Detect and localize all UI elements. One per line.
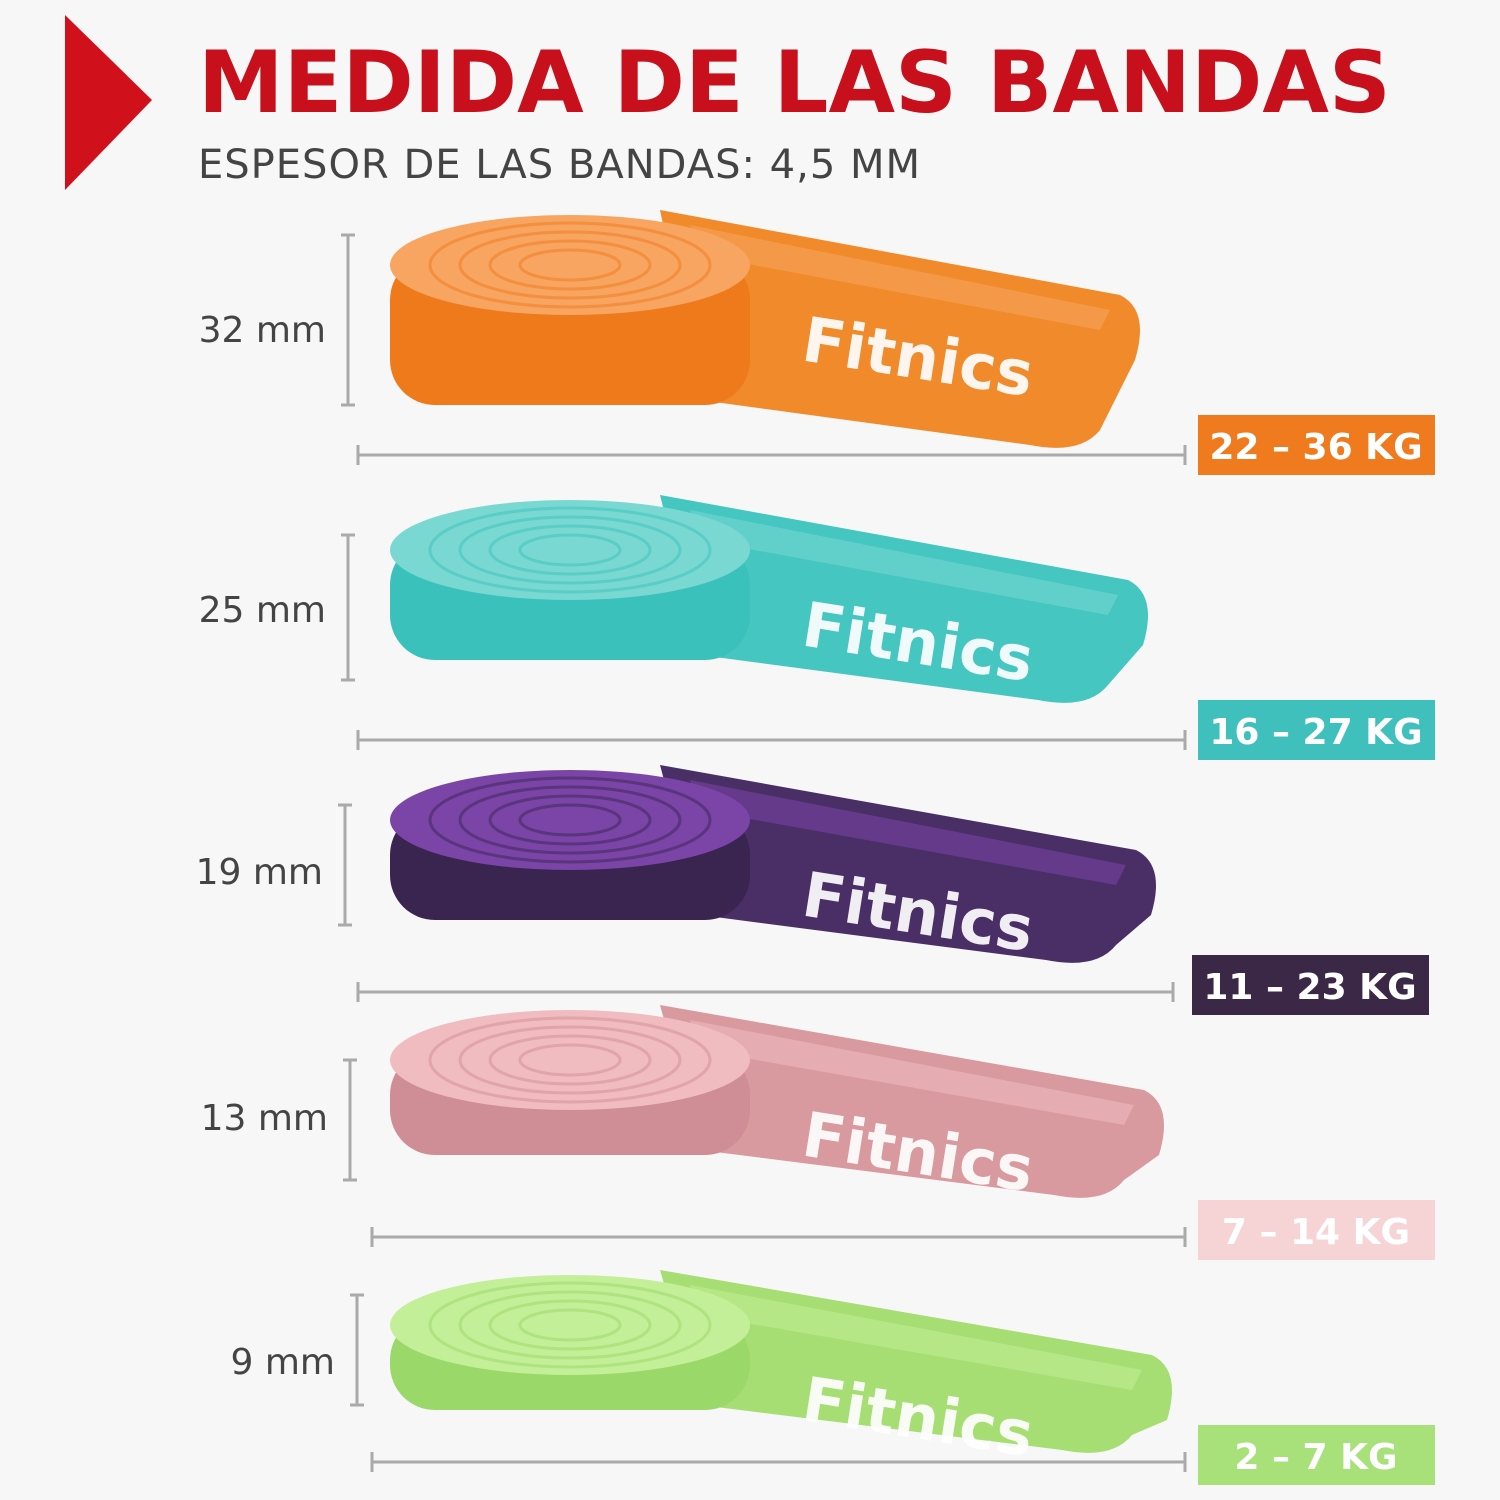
weight-label: 7 – 14 KG [1222, 1212, 1410, 1253]
band-tail-inner [690, 510, 1118, 615]
band-tail-inner [690, 1020, 1134, 1125]
band-coil-ring [458, 1290, 682, 1360]
band-coil-ring [428, 221, 712, 309]
weight-label: 11 – 23 KG [1203, 967, 1416, 1008]
band-coil-ring [458, 1025, 682, 1095]
width-label: 25 mm [199, 590, 326, 631]
weight-badge [1192, 955, 1429, 1015]
band-coil-ring [518, 248, 622, 282]
band-coil-ring [488, 794, 652, 846]
band-coil-ring [428, 1016, 712, 1104]
band-tail-inner [690, 1285, 1142, 1390]
band-coil-top [390, 215, 750, 315]
band-coil-ring [518, 1043, 622, 1077]
band-coil-top [390, 1275, 750, 1375]
band-coil-ring [518, 533, 622, 567]
band-coil-top [390, 770, 750, 870]
band-coil-ring [488, 239, 652, 291]
band-coil-ring [458, 515, 682, 585]
band-tail-inner [690, 780, 1126, 885]
weight-badge [1198, 1200, 1435, 1260]
band-coil-top [390, 500, 750, 600]
band-coil-ring [458, 230, 682, 300]
band-coil-ring [518, 803, 622, 837]
subtitle: ESPESOR DE LAS BANDAS: 4,5 MM [198, 142, 921, 188]
band-coil-ring [518, 1308, 622, 1342]
title-arrow [65, 15, 152, 190]
width-label: 32 mm [199, 310, 326, 351]
weight-label: 22 – 36 KG [1209, 427, 1422, 468]
band-tail-inner [690, 225, 1110, 330]
width-label: 13 mm [201, 1098, 328, 1139]
band-coil-top [390, 1010, 750, 1110]
weight-badge [1198, 1425, 1435, 1485]
weight-label: 16 – 27 KG [1209, 712, 1422, 753]
band-coil-ring [488, 1034, 652, 1086]
band-coil-ring [428, 1281, 712, 1369]
width-label: 19 mm [196, 852, 323, 893]
band-coil-ring [488, 1299, 652, 1351]
weight-label: 2 – 7 KG [1234, 1437, 1397, 1478]
weight-badge [1198, 415, 1435, 475]
band-coil-ring [428, 776, 712, 864]
band-coil-ring [488, 524, 652, 576]
title: MEDIDA DE LAS BANDAS [198, 33, 1391, 133]
weight-badge [1198, 700, 1435, 760]
band-coil-ring [428, 506, 712, 594]
band-coil-ring [458, 785, 682, 855]
width-label: 9 mm [231, 1342, 335, 1383]
